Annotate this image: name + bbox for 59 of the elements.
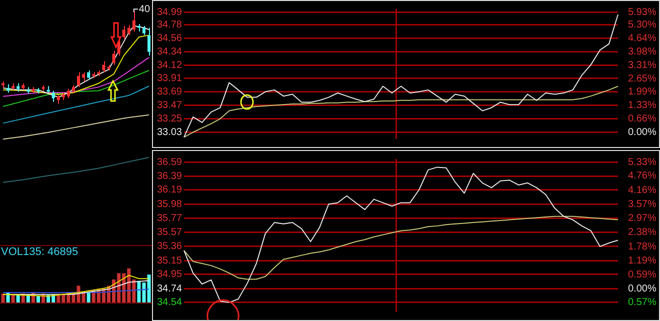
y2-tick-label: 0.66% <box>628 114 656 125</box>
y2-tick-label: 2.65% <box>628 73 656 84</box>
chart-title: VOL135: 46895 <box>0 246 80 259</box>
y-tick-label: 34.34 <box>156 46 182 58</box>
y2-tick-label: 0.59% <box>628 270 656 281</box>
y2-tick-label: 1.19% <box>628 255 656 266</box>
y-tick-label: 34.54 <box>156 297 182 308</box>
y2-tick-label: 5.30% <box>628 20 656 31</box>
y2-tick-label: 0.00% <box>628 284 656 295</box>
y2-tick-label: 5.33% <box>628 157 656 168</box>
candlestick <box>77 72 80 88</box>
y2-tick-label: 1.78% <box>628 241 656 252</box>
candlestick <box>42 84 45 92</box>
bar <box>1 294 5 303</box>
y2-tick-label: 5.93% <box>628 6 656 18</box>
bar <box>36 296 40 303</box>
y-tick-label: 33.25 <box>156 114 182 125</box>
y2-tick-label: 3.57% <box>628 198 656 210</box>
candlestick <box>92 72 96 78</box>
candlestick <box>16 82 20 92</box>
y2-tick-label: 3.31% <box>628 60 656 71</box>
candlestick <box>148 27 151 56</box>
y2-tick-label: 0.00% <box>628 127 656 138</box>
y-tick-label: 35.98 <box>156 198 182 210</box>
y2-tick-label: 2.97% <box>628 213 656 224</box>
y2-tick-label: 2.38% <box>628 227 656 238</box>
candlestick <box>122 25 126 40</box>
candlestick <box>12 82 15 90</box>
y-tick-label: 35.15 <box>156 256 182 267</box>
candlestick <box>62 92 65 101</box>
candlestick <box>112 50 116 66</box>
y2-tick-label: 1.33% <box>628 100 656 112</box>
y-tick-label: 33.69 <box>156 86 182 98</box>
y-tick-label: 36.39 <box>156 170 182 182</box>
y-tick-label: 33.47 <box>156 100 182 112</box>
y2-tick-label: 1.99% <box>628 86 656 98</box>
y-tick-label: 35.77 <box>156 213 182 224</box>
y-tick-label: 34.12 <box>156 60 182 72</box>
y2-tick-label: 3.98% <box>628 46 656 58</box>
y-tick-label: 34.99 <box>156 6 182 18</box>
y-tick-label: 34.56 <box>156 33 182 44</box>
y-tick-label: 36.19 <box>156 184 182 196</box>
candlestick <box>82 72 86 82</box>
y-tick-label: 33.91 <box>156 73 182 84</box>
y-tick-label: 35.57 <box>156 226 182 238</box>
y2-tick-label: 0.57% <box>628 297 656 308</box>
y2-tick-label: 4.16% <box>628 184 656 196</box>
y2-tick-label: 4.76% <box>628 170 656 182</box>
y-tick-label: 34.74 <box>156 284 182 295</box>
y2-tick-label: 4.64% <box>628 32 656 44</box>
candlestick <box>132 10 136 32</box>
y-tick-label: 33.03 <box>156 127 182 138</box>
annotation: 40 <box>138 4 150 15</box>
y-tick-label: 34.78 <box>156 20 182 31</box>
y-tick-label: 34.95 <box>156 269 182 280</box>
y-tick-label: 36.59 <box>156 157 182 168</box>
y-tick-label: 35.36 <box>156 241 182 252</box>
candlestick <box>56 94 60 104</box>
candlestick <box>137 24 140 32</box>
